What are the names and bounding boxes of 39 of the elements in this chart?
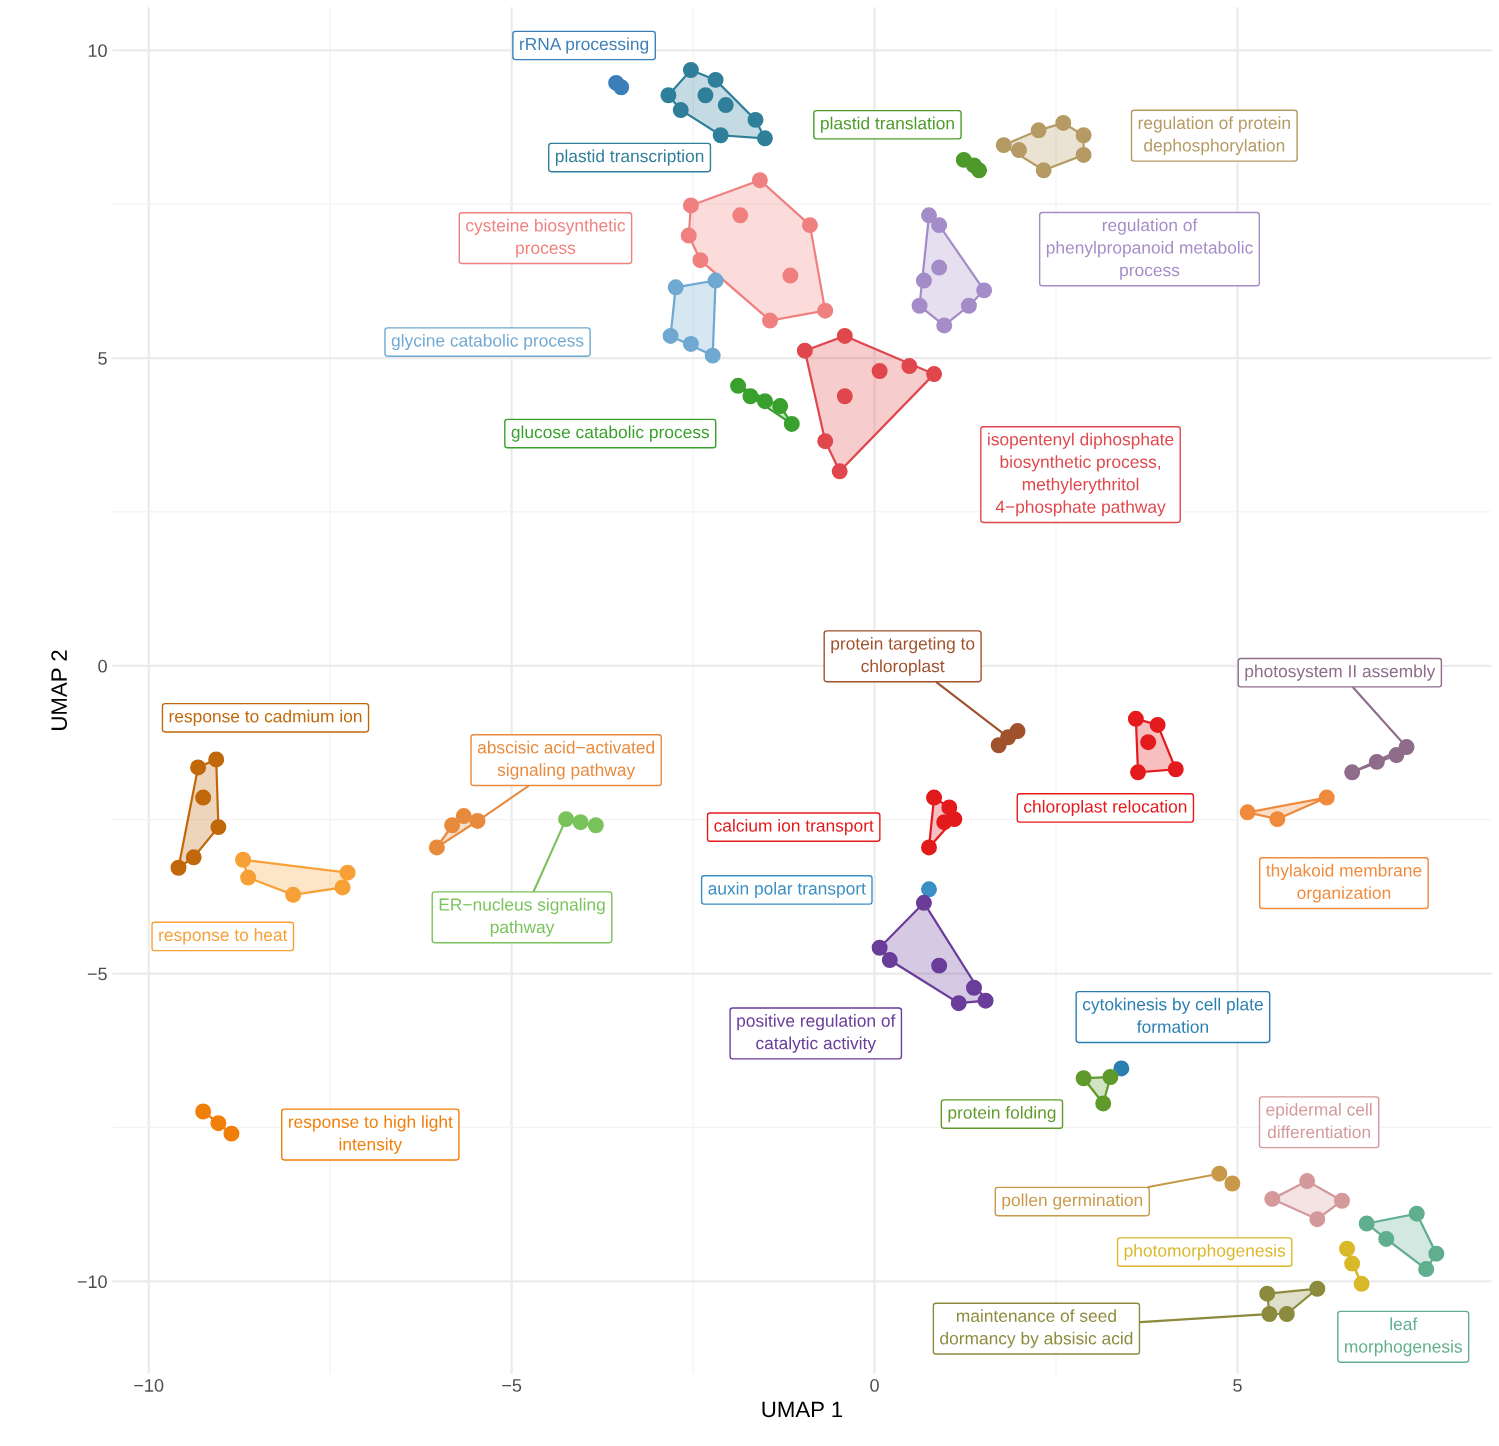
y-tick-label: 5 (98, 352, 107, 365)
annotation: glycine catabolic process (391, 333, 584, 351)
y-axis-title: UMAP 2 (51, 650, 67, 730)
y-tick-label: −5 (87, 967, 107, 981)
annotation: protein targeting to chloroplast (831, 636, 975, 676)
annotation: protein folding (948, 1105, 1056, 1123)
x-tick-label: 5 (1233, 1379, 1242, 1392)
annotation: maintenance of seed dormancy by absisic acid (940, 1309, 1133, 1348)
annotation: auxin polar transport (708, 881, 866, 899)
annotation: cytokinesis by cell plate formation (1082, 997, 1263, 1033)
annotation: plastid transcription (555, 149, 704, 166)
annotation: leaf morphogenesis (1345, 1317, 1462, 1357)
annotation: rRNA processing (520, 37, 649, 54)
annotation: response to heat (159, 928, 288, 945)
y-tick-label: 10 (88, 44, 107, 58)
annotation: regulation of phenylpropanoid metabolic process (1046, 218, 1253, 280)
annotation: thylakoid membrane organization (1266, 863, 1422, 903)
annotation: photosystem II assembly (1245, 664, 1436, 681)
annotation: response to high light intensity (288, 1115, 453, 1154)
annotation: response to cadmium ion (169, 709, 362, 726)
x-axis-title: UMAP 1 (762, 1401, 843, 1418)
annotation: epidermal cell differentiation (1266, 1102, 1372, 1139)
annotation: abscisic acid−activated signaling pathway (477, 740, 655, 780)
x-tick-label: 0 (870, 1379, 879, 1392)
annotation: pollen germination (1002, 1193, 1143, 1210)
annotation: photomorphogenesis (1124, 1243, 1286, 1261)
x-tick-label: −5 (502, 1379, 522, 1392)
y-tick-label: −10 (77, 1275, 107, 1289)
y-tick-label: 0 (98, 659, 107, 673)
annotation: calcium ion transport (714, 819, 874, 836)
annotation: positive regulation of catalytic activity (737, 1014, 896, 1053)
annotation: glucose catabolic process (511, 425, 710, 442)
annotation: cysteine biosynthetic process (466, 218, 626, 258)
annotation: ER−nucleus signaling pathway (439, 897, 605, 937)
annotation: chloroplast relocation (1024, 799, 1187, 817)
annotation: isopentenyl diphosphate biosynthetic process, methylerythritol 4−phosphate pathway (988, 432, 1174, 517)
annotation: plastid translation (821, 116, 954, 133)
x-tick-label: −10 (134, 1379, 164, 1392)
annotation: regulation of protein dephosphorylation (1138, 116, 1290, 156)
